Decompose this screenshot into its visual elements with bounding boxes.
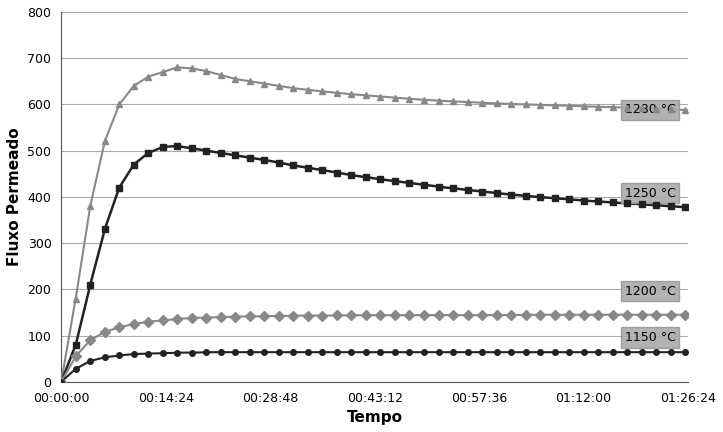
Y-axis label: Fluxo Permeado: Fluxo Permeado: [7, 127, 22, 266]
Text: 1200 °C: 1200 °C: [625, 285, 675, 298]
X-axis label: Tempo: Tempo: [346, 410, 403, 425]
Text: 1280 °C: 1280 °C: [625, 103, 675, 117]
Text: 1150 °C: 1150 °C: [625, 331, 675, 344]
Text: 1250 °C: 1250 °C: [625, 187, 675, 200]
